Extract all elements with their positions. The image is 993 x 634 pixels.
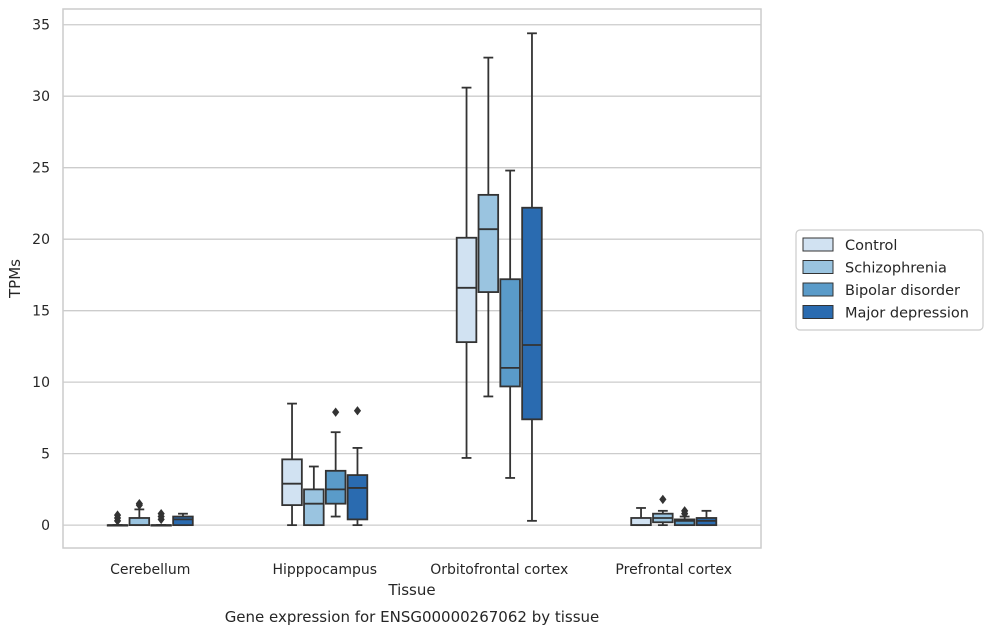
plot-area-frame	[62, 8, 762, 549]
chart-caption: Gene expression for ENSG00000267062 by t…	[225, 608, 600, 626]
x-axis-label: Tissue	[387, 581, 435, 599]
y-tick-label: 30	[32, 89, 50, 105]
box	[630, 507, 652, 527]
outlier-point	[332, 407, 340, 417]
legend: Control Schizophrenia Bipolar disorder Majo…	[795, 229, 984, 331]
box-series	[106, 32, 718, 527]
y-tick-label: 20	[32, 232, 50, 248]
gridlines	[63, 24, 761, 526]
box-body	[172, 515, 194, 527]
box-body	[346, 474, 369, 521]
y-tick-label: 10	[32, 375, 50, 391]
box-body	[477, 193, 500, 293]
outlier-point	[113, 510, 122, 520]
box-body	[521, 206, 543, 421]
outlier-point	[135, 498, 143, 509]
box	[455, 86, 478, 459]
box-body	[673, 518, 696, 527]
legend-swatch	[802, 305, 834, 319]
box	[172, 512, 194, 527]
y-axis-label: TPMs	[6, 259, 24, 299]
legend-swatch	[802, 260, 834, 274]
box-body	[499, 278, 521, 388]
legend-box	[795, 229, 984, 331]
y-tick-label: 15	[32, 304, 50, 320]
legend-swatch	[802, 237, 834, 252]
legend-label: Control	[845, 238, 897, 254]
x-tick-label: Hipppocampus	[272, 562, 377, 578]
box	[695, 509, 718, 527]
x-tick-label: Orbitofrontal cortex	[430, 562, 568, 578]
y-tick-label: 25	[32, 161, 50, 177]
box	[303, 465, 325, 527]
box	[499, 169, 521, 479]
box	[521, 32, 543, 522]
box-body	[128, 517, 151, 527]
legend-label: Major depression	[845, 306, 969, 322]
box	[150, 509, 172, 527]
x-tick-label: Prefrontal cortex	[615, 562, 732, 578]
legend-swatch	[802, 282, 834, 297]
box-body	[630, 517, 652, 527]
legend-label: Schizophrenia	[845, 261, 947, 277]
box	[477, 56, 500, 398]
y-axis-ticks: 0 5 10 15 20 25 30 35	[32, 18, 50, 534]
box-body	[303, 488, 325, 527]
y-tick-label: 35	[32, 18, 50, 34]
box	[673, 506, 696, 527]
outlier-point	[157, 509, 165, 519]
x-tick-label: Cerebellum	[110, 562, 190, 578]
box	[652, 494, 674, 527]
box	[128, 498, 151, 527]
box	[106, 510, 129, 527]
y-tick-label: 0	[41, 518, 50, 534]
box	[281, 402, 303, 527]
box	[324, 407, 347, 518]
outlier-point	[353, 406, 362, 416]
legend-label: Bipolar disorder	[845, 283, 960, 299]
outlier-point	[659, 494, 667, 505]
box-body	[281, 458, 303, 507]
y-tick-label: 5	[41, 447, 50, 463]
x-axis-ticks: Cerebellum Hipppocampus Orbitofrontal cort…	[110, 562, 732, 578]
outlier-point	[681, 506, 689, 516]
box-body	[324, 469, 347, 505]
box	[346, 406, 369, 527]
box-body	[455, 236, 478, 344]
